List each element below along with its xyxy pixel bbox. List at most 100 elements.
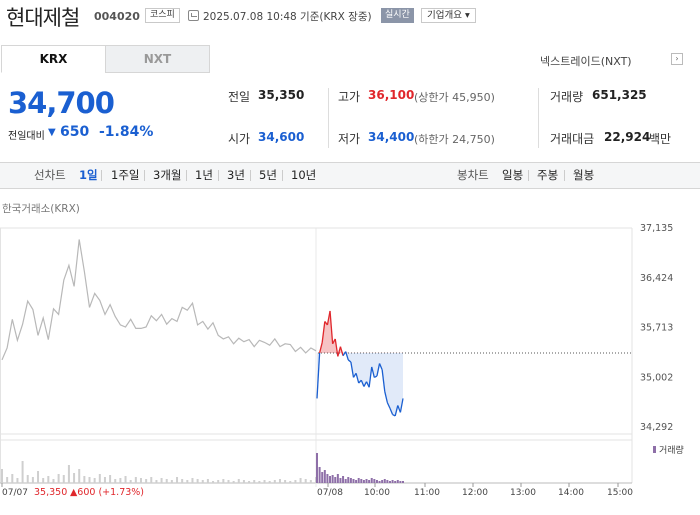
volume-bar [344, 479, 347, 483]
period-1d[interactable]: 1일 [79, 168, 98, 182]
market-badge: 코스피 [145, 8, 180, 23]
volume-bar [165, 479, 168, 483]
chart-grid [0, 227, 633, 487]
x-tick-label: 14:00 [558, 488, 584, 498]
series-segment-day2 [368, 366, 373, 388]
timestamp: 2025.07.08 10:48 기준(KRX 장중) [203, 11, 372, 23]
chart-lines [1, 239, 404, 417]
period-1y[interactable]: 1년 [195, 168, 213, 182]
amount-label: 거래대금 [550, 132, 595, 146]
series-segment-day2 [321, 321, 326, 343]
stock-code: 004020 [94, 10, 140, 23]
clock-icon [188, 10, 199, 21]
series-segment-day2 [374, 375, 378, 379]
candle-monthly[interactable]: 월봉 [573, 168, 595, 182]
y-tick-label: 35,713 [640, 323, 673, 334]
volume-bar [21, 461, 24, 483]
series-segment-day2 [329, 310, 334, 344]
tab-nxt[interactable]: NXT [105, 45, 210, 73]
y-tick-label: 37,135 [640, 223, 673, 234]
volume-bar [326, 474, 329, 483]
volume-bar [191, 478, 194, 483]
volume-bar [145, 479, 148, 483]
chevron-right-icon[interactable]: › [671, 53, 683, 65]
series-segment-day2 [363, 381, 368, 387]
period-5y[interactable]: 5년 [259, 168, 277, 182]
volume-bar [134, 477, 137, 483]
series-segment-day2 [376, 363, 381, 377]
chart-annotations: 35,350 ▲600 (+1.73%) 거래량 [34, 444, 684, 498]
period-1w[interactable]: 1주일 [111, 168, 140, 182]
series-segment-day2 [355, 373, 360, 384]
volume-bar [273, 480, 276, 483]
volume-bar [339, 478, 342, 483]
volume-bar [119, 478, 122, 483]
series-segment-day2 [334, 338, 339, 357]
period-3y[interactable]: 3년 [227, 168, 245, 182]
volume-bar [11, 474, 14, 483]
line-chart-label: 선차트 [34, 168, 66, 182]
down-area [317, 352, 403, 416]
lower-limit: (하한가 24,750) [414, 133, 495, 146]
period-10y[interactable]: 10년 [291, 168, 317, 182]
diff-label: 전일대비 [8, 131, 45, 142]
volume-bar [16, 478, 19, 483]
candle-weekly[interactable]: 주봉 [537, 168, 559, 182]
diff-value: 650 [60, 124, 90, 140]
volume-value: 651,325 [592, 88, 647, 102]
volume-bar [170, 480, 173, 483]
x-tick-label: 07/08 [317, 488, 343, 498]
prev-close-label: 전일 [228, 90, 251, 104]
volume-bar [391, 480, 394, 483]
series-segment-day2 [316, 352, 321, 399]
x-tick-label: 11:00 [414, 488, 440, 498]
series-segment-day2 [347, 359, 352, 363]
realtime-button[interactable]: 실시간 [381, 8, 414, 23]
volume-bar [347, 477, 350, 483]
volume-bar [268, 481, 271, 483]
volume-bar [323, 470, 326, 483]
period-3m[interactable]: 3개월 [153, 168, 182, 182]
volume-bar [355, 480, 358, 483]
volume-bar [212, 481, 215, 483]
volume-bar [139, 478, 142, 483]
x-tick-label: 13:00 [510, 488, 536, 498]
y-tick-label: 36,424 [640, 273, 673, 284]
amount-unit: 백만 [649, 132, 672, 146]
volume-bar [42, 478, 45, 483]
volume-bar [258, 481, 261, 483]
volume-bar [237, 479, 240, 483]
volume-bar [331, 475, 334, 483]
volume-bar [378, 481, 381, 483]
volume-bar [360, 479, 363, 483]
volume-bar [304, 479, 307, 483]
volume-bar [73, 473, 76, 483]
series-line-day1 [1, 239, 317, 361]
series-segment-day2 [318, 342, 323, 354]
tab-krx[interactable]: KRX [1, 45, 106, 73]
volume-bar [176, 477, 179, 483]
volume-bar [227, 480, 230, 483]
volume-bar [386, 480, 389, 483]
company-overview-dropdown[interactable]: 기업개요 ▾ [421, 8, 476, 23]
candle-daily[interactable]: 일봉 [502, 168, 524, 182]
series-segment-day2 [389, 407, 394, 415]
volume-bar [357, 478, 360, 483]
x-tick-label: 15:00 [607, 488, 633, 498]
prev-close-value: 35,350 [258, 88, 305, 102]
volume-bar [402, 481, 404, 483]
divider [328, 88, 329, 148]
current-price: 34,700 [8, 86, 115, 120]
volume-bar [6, 477, 9, 483]
series-segment-day2 [386, 402, 391, 409]
volume-legend-label: 거래량 [659, 444, 684, 456]
high-label: 고가 [338, 90, 361, 104]
volume-bar [349, 478, 352, 483]
x-axis-labels: 07/07 07/08 10:00 11:00 12:00 13:00 14:00 15:00 [1, 483, 633, 498]
volume-legend-swatch [653, 446, 656, 453]
volume-bar [375, 480, 378, 483]
divider [538, 88, 539, 148]
volume-bar [299, 478, 302, 483]
nextrade-link[interactable]: 넥스트레이드(NXT) [540, 55, 632, 68]
